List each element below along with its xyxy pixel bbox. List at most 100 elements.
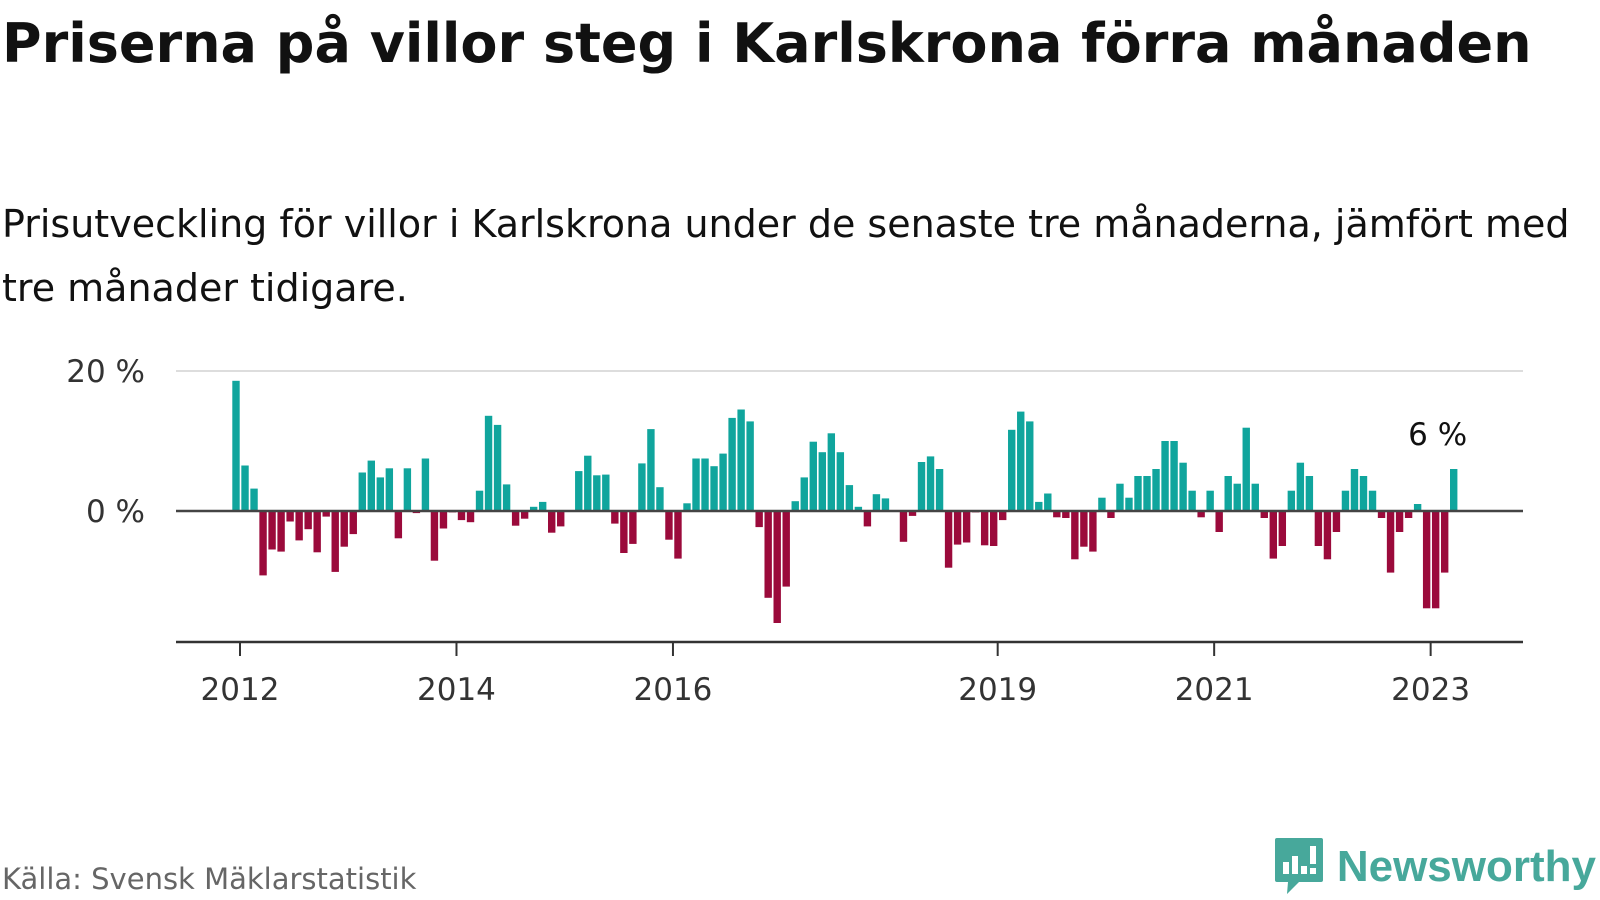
bar [1188,490,1196,511]
bar [277,511,285,552]
bar [1251,483,1259,511]
bar [538,501,547,511]
bar [1377,511,1386,518]
bar [403,468,412,511]
bar [1017,411,1025,511]
bar [1440,511,1449,573]
bar [674,511,682,559]
bar [466,511,475,523]
bar [1314,511,1323,546]
bar [611,511,619,524]
bar [1287,490,1296,511]
bar [475,490,484,511]
bar [1296,462,1305,511]
bar [313,511,321,553]
bar [593,475,601,511]
bar-chart: 0 % 20 % 2012 2014 2016 2019 2021 2023 6 % [66,354,1523,708]
bar [791,501,799,511]
bar [746,421,754,511]
bar [484,415,493,511]
bar [1089,511,1097,552]
newsworthy-logo[interactable]: Newsworthy [1273,836,1596,898]
bar [1161,441,1169,511]
bar [1341,490,1350,511]
x-tick-label: 2016 [634,672,713,708]
bar [1026,421,1034,511]
y-tick-label: 0 % [86,494,145,530]
bar [1134,476,1142,511]
bar [1116,483,1124,511]
bar [935,469,944,511]
bar [1143,476,1151,511]
x-tick-label: 2023 [1391,672,1470,708]
bar [755,511,763,528]
bar [1422,511,1431,609]
bar [286,511,294,522]
bar [1206,490,1214,511]
bar [719,453,727,511]
labels-layer: 0 % 20 % 2012 2014 2016 2019 2021 2023 6 % [66,354,1470,708]
bar [340,511,348,547]
bar [999,511,1007,521]
bar [908,511,917,516]
bar [1450,469,1458,511]
bar [1305,476,1314,511]
bar [620,511,628,553]
bar [629,511,637,544]
bar [331,511,339,572]
x-tick-label: 2019 [958,672,1037,708]
bar [1368,490,1377,511]
bar [529,506,538,511]
bar [836,452,845,511]
bar [845,485,854,511]
bar [367,460,375,511]
bar [701,458,709,511]
bar [295,511,303,541]
axis-layer [176,509,1523,656]
bar [1404,511,1413,518]
bar [584,455,592,511]
bar [872,494,881,511]
bar [1278,511,1287,546]
bar [1044,493,1052,511]
bar [439,511,448,529]
bar [1197,511,1205,518]
bar [1152,469,1160,511]
bar [493,424,502,511]
bar [989,511,998,546]
bar [728,417,736,511]
x-tick-label: 2021 [1175,672,1254,708]
bar [782,511,790,587]
bar [1170,441,1178,511]
bar [1260,511,1268,518]
bar [376,477,385,511]
bar [737,409,745,511]
bar [1386,511,1395,573]
brand-name: Newsworthy [1336,842,1596,891]
bar [520,511,529,519]
bar [511,511,520,526]
bar [818,452,826,511]
last-value-label: 6 % [1408,417,1467,453]
bar [304,511,312,530]
y-tick-label: 20 % [66,354,145,390]
bar [656,487,664,511]
x-tick-label: 2012 [201,672,280,708]
bar [944,511,953,568]
bar [899,511,908,542]
bar [1431,511,1440,609]
bar [1062,511,1070,518]
bar [665,511,673,540]
bar [1323,511,1332,560]
bar [241,465,249,511]
bars-layer [232,380,1458,623]
bar [692,458,700,511]
bar [917,462,926,511]
chart-subtitle: Prisutveckling för villor i Karlskrona u… [2,202,1570,310]
bar [1413,504,1422,511]
bar [457,511,466,521]
bar [863,511,872,527]
bar [953,511,962,545]
bar [421,458,430,511]
bar [349,511,357,535]
